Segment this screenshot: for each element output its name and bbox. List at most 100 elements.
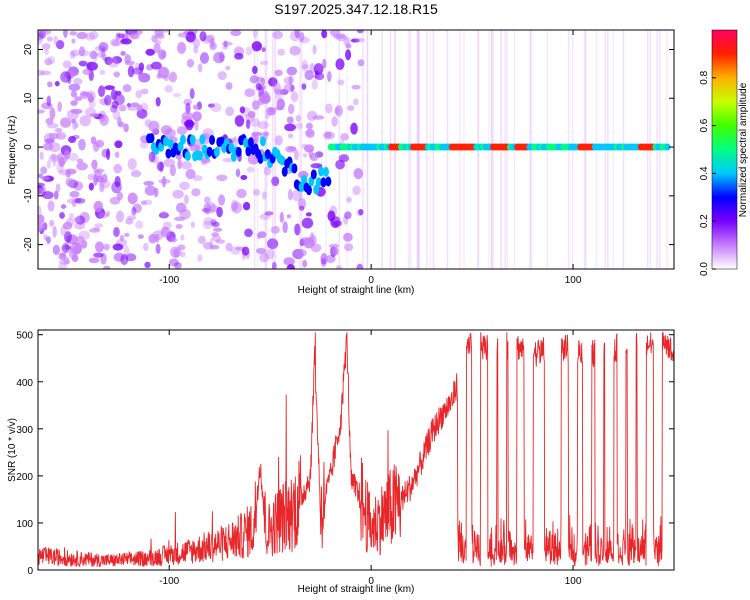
spectrogram-cell xyxy=(286,66,298,76)
spectrogram-cell xyxy=(55,40,65,50)
spectrogram-cell xyxy=(132,67,144,75)
spectrogram-cell xyxy=(294,30,301,39)
spectrogram-cell xyxy=(124,60,135,66)
spectrogram-cell xyxy=(211,234,222,242)
colorbar-label: Normalized spectral amplitude xyxy=(738,82,749,217)
spectrogram-cell xyxy=(38,69,45,76)
spectrogram-cell xyxy=(185,168,196,180)
spectrogram-cell xyxy=(274,88,285,95)
spectrogram-cell xyxy=(138,62,145,72)
spectrogram-cell xyxy=(114,151,120,159)
spectrogram-cell xyxy=(180,234,185,241)
spectrogram-cell xyxy=(356,30,364,34)
spectrogram-cell xyxy=(209,204,219,213)
spectrogram-cell xyxy=(294,223,301,236)
spectrogram-cell xyxy=(305,212,312,217)
spectrogram-cell xyxy=(199,31,207,42)
spectrogram-cell xyxy=(88,228,101,233)
spectrogram-cell xyxy=(70,108,83,115)
spectrogram-cell xyxy=(301,59,308,72)
spectrogram-cell xyxy=(60,225,67,237)
spectrogram-cell xyxy=(46,36,53,42)
spectrogram-cell xyxy=(218,194,226,206)
spectrogram-cell xyxy=(343,232,353,242)
spectrogram-cell xyxy=(99,114,109,126)
spectrogram-cell xyxy=(206,34,215,44)
spectrogram-cell xyxy=(302,153,308,158)
spectrogram-y-ticks: -20 -10 0 10 20 xyxy=(23,44,674,252)
spectrogram-cell xyxy=(203,217,214,226)
spectrogram-cell xyxy=(288,75,293,85)
spectrogram-cell xyxy=(76,236,85,243)
spectrogram-cell xyxy=(63,231,72,243)
spectrogram-cell xyxy=(155,243,161,255)
spectrogram-cell xyxy=(340,133,349,141)
spectrogram-cell xyxy=(216,174,228,182)
spectrogram-cell xyxy=(44,49,49,55)
spectrogram-cell xyxy=(185,31,197,43)
spectrogram-cell xyxy=(103,265,111,269)
spectrogram-cell xyxy=(117,121,125,128)
spectrogram-cell xyxy=(306,122,313,130)
spectrogram-cell xyxy=(279,211,284,223)
spectrogram-cell xyxy=(47,81,53,88)
spectrogram-cell xyxy=(115,210,125,223)
spectrogram-cell xyxy=(98,41,109,53)
spectrogram-cell xyxy=(222,157,235,163)
y-tick-label: 400 xyxy=(16,378,33,389)
spectrogram-cell xyxy=(98,212,109,219)
colorbar-tick-label: 0.0 xyxy=(699,262,710,276)
spectrogram-cell xyxy=(294,248,307,257)
spectrogram-cell xyxy=(169,164,176,177)
spectrogram-cell xyxy=(186,58,195,68)
spectrogram-cell xyxy=(287,188,293,201)
spectrogram-cell xyxy=(46,160,51,169)
spectrogram-cell xyxy=(207,103,215,108)
spectrogram-cell xyxy=(211,221,220,228)
spectrogram-cell xyxy=(74,221,86,230)
spectrogram-cell xyxy=(148,233,157,244)
spectrogram-cell xyxy=(60,71,72,83)
spectrogram-x-ticks: -100 0 100 xyxy=(159,30,582,286)
spectrogram-cell xyxy=(219,51,225,62)
spectrogram-cell xyxy=(199,52,210,64)
spectrogram-cell xyxy=(335,265,342,269)
spectrogram-cell xyxy=(154,30,165,37)
spectrogram-cell xyxy=(65,218,75,227)
spectrogram-cell xyxy=(101,173,108,184)
spectrogram-cell xyxy=(48,132,60,140)
spectrogram-track-cell xyxy=(209,135,216,146)
spectrogram-cell xyxy=(286,214,292,219)
spectrogram-cell xyxy=(353,168,364,180)
spectrogram-cell xyxy=(265,113,271,120)
colorbar-tick-label: 0.4 xyxy=(699,166,710,180)
spectrogram-cell xyxy=(190,221,195,228)
spectrogram-cell xyxy=(137,70,144,82)
spectrogram-cell xyxy=(194,119,199,131)
spectrogram-track-cell xyxy=(315,177,322,188)
spectrogram-cell xyxy=(155,96,161,107)
spectrogram-cell xyxy=(230,199,239,211)
spectrogram-cell xyxy=(236,188,247,199)
spectrogram-cell xyxy=(259,252,269,263)
spectrogram-cell xyxy=(112,108,121,121)
spectrogram-cell xyxy=(290,84,295,92)
spectrogram-cell xyxy=(89,30,99,40)
spectrogram-cell xyxy=(266,238,279,250)
spectrogram-cell xyxy=(293,149,299,161)
spectrogram-cell xyxy=(79,115,91,127)
spectrogram-x-axis-label: Height of straight line (km) xyxy=(298,285,415,296)
spectrogram-cell xyxy=(264,211,274,216)
spectrogram-streak xyxy=(325,30,327,269)
spectrogram-cell xyxy=(221,41,233,46)
spectrogram-cell xyxy=(84,107,96,117)
spectrogram-cell xyxy=(104,94,112,106)
spectrogram-cell xyxy=(46,95,52,107)
spectrogram-cell xyxy=(123,123,129,133)
spectrogram-cell xyxy=(73,181,84,191)
spectrogram-cell xyxy=(104,85,115,91)
spectrogram-cell xyxy=(216,206,223,218)
spectrogram-cell xyxy=(185,102,191,115)
spectrogram-cell xyxy=(54,81,60,87)
spectrogram-cell xyxy=(143,242,149,252)
